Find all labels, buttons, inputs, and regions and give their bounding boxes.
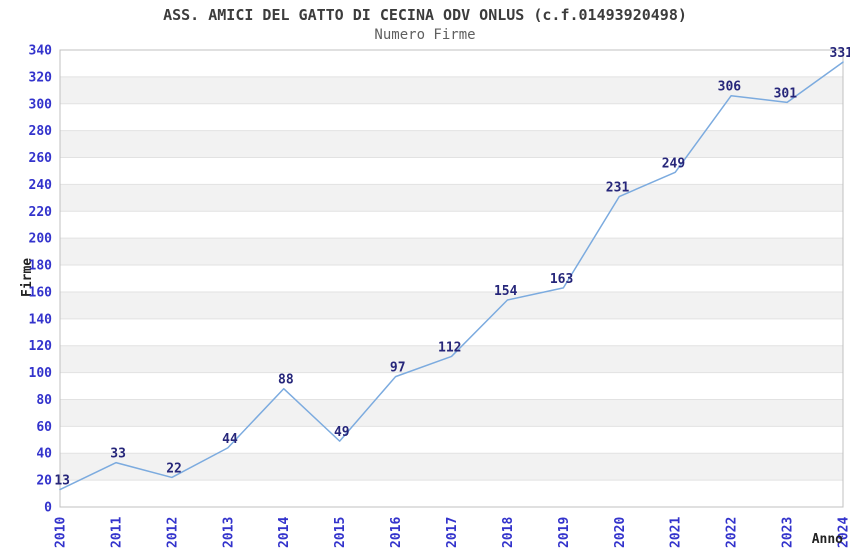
x-tick-label: 2011 <box>109 517 124 548</box>
plot-band <box>60 238 843 266</box>
x-tick-label: 2017 <box>445 517 460 548</box>
data-point-label: 163 <box>550 272 573 287</box>
x-tick-label: 2022 <box>725 517 740 548</box>
plot-band <box>60 453 843 481</box>
y-tick-label: 220 <box>29 205 53 220</box>
y-tick-label: 320 <box>29 70 53 85</box>
x-tick-label: 2018 <box>501 517 516 548</box>
data-point-label: 154 <box>494 284 518 299</box>
data-point-label: 306 <box>718 80 742 95</box>
y-tick-label: 340 <box>29 44 53 59</box>
data-point-label: 13 <box>54 474 70 489</box>
plot-band <box>60 184 843 212</box>
plot-band <box>60 399 843 427</box>
x-tick-label: 2019 <box>557 517 572 548</box>
y-tick-label: 240 <box>29 178 53 193</box>
chart-subtitle: Numero Firme <box>374 27 476 43</box>
y-tick-label: 180 <box>29 259 53 274</box>
data-point-label: 231 <box>606 181 630 196</box>
y-tick-label: 100 <box>29 366 53 381</box>
data-point-label: 97 <box>390 361 406 376</box>
x-tick-label: 2012 <box>165 517 180 548</box>
x-tick-label: 2016 <box>389 517 404 548</box>
x-tick-label: 2020 <box>613 517 628 548</box>
plot-band <box>60 130 843 158</box>
y-tick-label: 140 <box>29 312 53 327</box>
plot-band <box>60 291 843 319</box>
x-tick-label: 2010 <box>54 517 69 548</box>
data-point-label: 112 <box>438 340 461 355</box>
data-point-label: 88 <box>278 373 294 388</box>
y-tick-label: 300 <box>29 97 53 112</box>
data-point-label: 249 <box>662 156 685 171</box>
data-point-label: 331 <box>830 46 850 61</box>
data-point-label: 49 <box>334 425 350 440</box>
y-tick-label: 40 <box>36 447 52 462</box>
plot-area <box>60 50 843 507</box>
y-tick-label: 260 <box>29 151 53 166</box>
y-tick-label: 20 <box>36 474 52 489</box>
data-point-label: 33 <box>110 447 126 462</box>
x-tick-label: 2014 <box>277 517 292 548</box>
y-tick-label: 280 <box>29 124 53 139</box>
plot-band <box>60 76 843 104</box>
y-tick-label: 80 <box>36 393 52 408</box>
x-tick-label: 2024 <box>837 517 850 548</box>
y-tick-label: 120 <box>29 339 53 354</box>
x-tick-label: 2021 <box>669 517 684 548</box>
plot-band <box>60 345 843 373</box>
data-point-label: 301 <box>774 86 798 101</box>
data-point-label: 22 <box>166 461 182 476</box>
y-tick-label: 0 <box>44 501 52 516</box>
y-tick-label: 60 <box>36 420 52 435</box>
chart-title: ASS. AMICI DEL GATTO DI CECINA ODV ONLUS… <box>163 6 687 24</box>
x-tick-label: 2013 <box>221 517 236 548</box>
x-axis-title: Anno <box>811 532 843 547</box>
x-tick-label: 2015 <box>333 517 348 548</box>
series-line <box>59 61 844 491</box>
data-point-label: 44 <box>222 432 238 447</box>
y-tick-label: 200 <box>29 232 53 247</box>
plot-border <box>59 49 844 508</box>
y-tick-label: 160 <box>29 285 53 300</box>
x-tick-label: 2023 <box>781 517 796 548</box>
